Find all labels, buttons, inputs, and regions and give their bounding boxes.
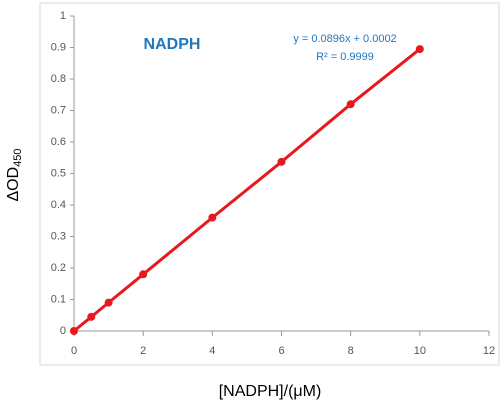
y-axis-label: ΔOD450 [5, 148, 24, 201]
data-point [208, 213, 217, 222]
x-tick-label: 2 [140, 345, 146, 357]
data-point [277, 157, 286, 166]
y-tick-label: 0.1 [51, 293, 66, 305]
y-tick-label: 0.4 [51, 199, 66, 211]
r-squared: R² = 0.9999 [316, 51, 374, 63]
data-point [346, 100, 355, 109]
y-tick-label: 0.3 [51, 230, 66, 242]
y-tick-label: 0.2 [51, 262, 66, 274]
x-tick-label: 0 [71, 345, 77, 357]
data-point [415, 45, 424, 54]
y-label-main: ΔOD [5, 167, 22, 202]
equation: y = 0.0896x + 0.0002 [293, 33, 396, 45]
y-tick-label: 1 [60, 10, 66, 22]
data-point [87, 312, 96, 321]
y-label-subscript: 450 [12, 148, 24, 166]
y-tick-label: 0.8 [51, 73, 66, 85]
chart-frame [39, 2, 500, 366]
x-tick-label: 12 [483, 345, 495, 357]
x-tick-label: 10 [414, 345, 426, 357]
y-tick-label: 0 [60, 325, 66, 337]
data-point [139, 270, 148, 279]
y-tick-label: 0.7 [51, 104, 66, 116]
data-point [104, 298, 113, 307]
data-point [70, 327, 78, 335]
y-tick-label: 0.5 [51, 167, 66, 179]
x-tick-label: 4 [209, 345, 215, 357]
y-tick-label: 0.9 [51, 41, 66, 53]
chart-title: NADPH [144, 36, 201, 53]
x-tick-label: 8 [348, 345, 354, 357]
y-tick-label: 0.6 [51, 136, 66, 148]
x-axis-label: [NADPH]/(μM) [219, 383, 322, 400]
x-tick-label: 6 [278, 345, 284, 357]
